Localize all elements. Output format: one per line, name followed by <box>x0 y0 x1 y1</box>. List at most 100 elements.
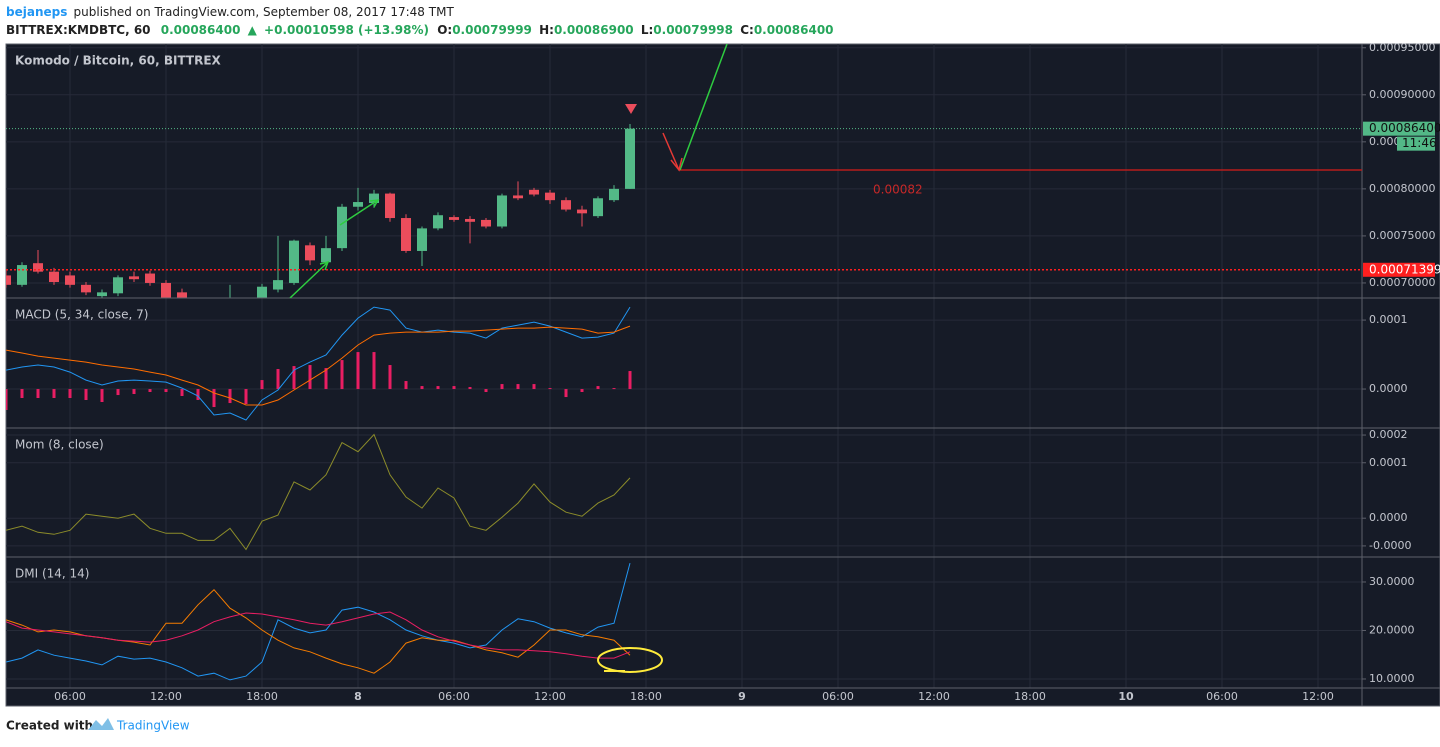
candle-body <box>145 273 155 283</box>
candle-body <box>81 284 91 293</box>
histogram-bar <box>308 365 312 390</box>
author[interactable]: bejaneps <box>6 5 67 19</box>
y-tick-label: -0.0000 <box>1369 539 1411 552</box>
histogram-bar <box>500 384 504 390</box>
candle-body <box>257 286 267 298</box>
x-tick-label: 12:00 <box>918 690 950 703</box>
histogram-bar <box>468 387 472 390</box>
up-icon: ▲ <box>248 23 258 37</box>
candle-body <box>305 245 315 261</box>
brand-logo[interactable] <box>88 718 114 730</box>
histogram-bar <box>452 386 456 390</box>
candle-body <box>433 215 443 229</box>
grid <box>6 44 1362 688</box>
x-tick-label: 06:00 <box>1206 690 1238 703</box>
countdown: 11:46 <box>1402 136 1437 150</box>
x-tick-label: 12:00 <box>534 690 566 703</box>
candle-body <box>129 276 139 280</box>
ohlc-label: H: <box>539 23 554 37</box>
y-tick-label: 20.0000 <box>1369 623 1415 636</box>
ohlc-value: 0.00086400 <box>754 23 834 37</box>
histogram-bar <box>180 389 184 396</box>
ohlc-label: C: <box>740 23 754 37</box>
plot-layer: 06:00 12:00 18:00 8 06:00 12:00 18:00 9 06:00 12:… <box>6 41 1440 706</box>
y-tick-label: 0.00075000 <box>1369 229 1435 242</box>
chart-area <box>5 43 1440 707</box>
histogram-bar <box>68 389 72 398</box>
candle-body <box>417 228 427 251</box>
panel-title: MACD (5, 34, close, 7) <box>15 308 148 322</box>
histogram-bar <box>292 366 296 390</box>
candle-body <box>289 240 299 283</box>
down-arrow <box>662 132 680 171</box>
histogram-bar <box>420 386 424 390</box>
panel-marks <box>6 306 632 421</box>
y-tick-label: 0.00080000 <box>1369 182 1435 195</box>
candle-body <box>6 275 11 285</box>
histogram-bar <box>212 389 216 408</box>
histogram-bar <box>100 389 104 402</box>
price-badge-label: 0.00086400 <box>1369 121 1440 135</box>
x-tick-label: 9 <box>738 690 746 703</box>
y-tick-label: 30.0000 <box>1369 575 1415 588</box>
candle-body <box>113 277 123 294</box>
x-tick-label: 06:00 <box>822 690 854 703</box>
histogram-bar <box>132 389 136 394</box>
candle-body <box>17 265 27 285</box>
candle-body <box>497 195 507 227</box>
histogram-bar <box>196 389 200 400</box>
y-tick-label: 0.0001 <box>1369 456 1408 469</box>
histogram-bar <box>388 365 392 390</box>
candle-body <box>449 217 459 220</box>
price-badge-label: 0.00071399 <box>1369 262 1440 276</box>
histogram-bar <box>580 389 584 392</box>
highlight-ellipse <box>597 647 663 673</box>
footer-brand[interactable]: TradingView <box>116 719 190 733</box>
y-tick-label: 0.0001 <box>1369 313 1408 326</box>
histogram-bar <box>372 352 376 390</box>
header-line: bejaneps published on TradingView.com, S… <box>6 5 454 19</box>
histogram-bar <box>564 389 568 398</box>
candle-body <box>49 271 59 283</box>
histogram-bar <box>340 360 344 390</box>
histogram-bar <box>20 389 24 398</box>
x-tick-label: 12:00 <box>1302 690 1334 703</box>
x-tick-label: 10 <box>1118 690 1134 703</box>
histogram-bar <box>628 371 632 390</box>
candle-body <box>321 248 331 263</box>
candle-body <box>513 195 523 199</box>
ohlc-value: 0.00079998 <box>653 23 733 37</box>
trend-arrow <box>289 261 329 298</box>
projection-line <box>679 44 728 171</box>
candle-body <box>625 128 635 189</box>
ohlc-value: 0.00079999 <box>452 23 532 37</box>
drawings <box>289 44 728 673</box>
x-tick-label: 06:00 <box>438 690 470 703</box>
y-tick-label: 10.0000 <box>1369 672 1415 685</box>
x-tick-label: 12:00 <box>150 690 182 703</box>
y-tick-label: 0.00070000 <box>1369 276 1435 289</box>
y-tick-label: 0.0000 <box>1369 511 1408 524</box>
histogram-bar <box>164 389 168 392</box>
histogram-bar <box>6 389 8 410</box>
x-tick-label: 18:00 <box>1014 690 1046 703</box>
histogram-bar <box>612 388 616 390</box>
candle-body <box>33 263 43 272</box>
candle-body <box>337 206 347 249</box>
histogram-bar <box>548 388 552 390</box>
histogram-bar <box>596 386 600 390</box>
candle-body <box>97 292 107 297</box>
candle-body <box>561 200 571 210</box>
level-label: 0.00082 <box>873 183 923 197</box>
published: published on TradingView.com, September … <box>74 5 455 19</box>
panel-title: Mom (8, close) <box>15 438 104 452</box>
histogram-bar <box>276 369 280 390</box>
histogram-bar <box>436 386 440 390</box>
histogram-bar <box>356 352 360 390</box>
candle-body <box>401 218 411 251</box>
panel-marks <box>6 123 1362 298</box>
arrow-head <box>369 199 380 208</box>
signal-marker <box>625 104 637 114</box>
